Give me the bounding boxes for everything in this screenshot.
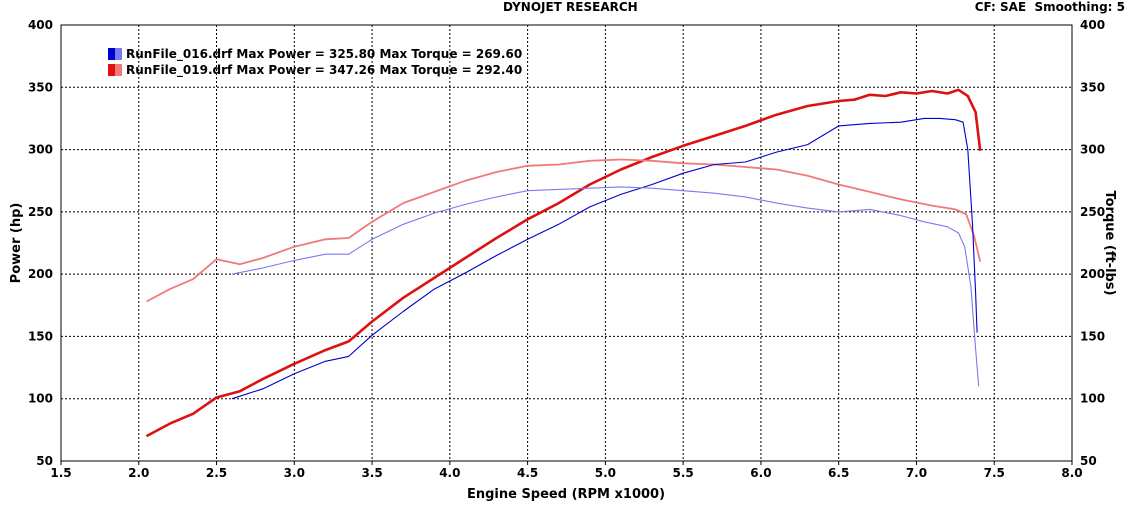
y-left-tick-label: 100 [28, 392, 53, 406]
y-left-tick-label: 350 [28, 80, 53, 94]
legend-run-name: RunFile_016.drf [126, 47, 233, 61]
y-right-tick-label: 100 [1080, 392, 1105, 406]
legend-entry-run-019: RunFile_019.drf Max Power = 347.26 Max T… [108, 63, 522, 77]
y-left-tick-label: 50 [36, 454, 53, 468]
y-right-tick-label: 250 [1080, 205, 1105, 219]
x-tick-label: 5.0 [595, 466, 616, 480]
y-right-axis-label: Torque (ft-lbs) [1102, 190, 1117, 295]
y-left-tick-label: 300 [28, 143, 53, 157]
legend-max-torque: Max Torque = 292.40 [379, 63, 523, 77]
smoothing-label: Smoothing: 5 [1034, 0, 1126, 14]
x-tick-label: 7.5 [984, 466, 1005, 480]
y-left-tick-labels: 50 100 150 200 250 300 350 400 [28, 18, 53, 468]
y-right-tick-label: 200 [1080, 267, 1105, 281]
legend-swatch-run-016 [108, 48, 122, 60]
y-left-tick-label: 200 [28, 267, 53, 281]
y-right-tick-label: 400 [1080, 18, 1105, 32]
x-tick-labels: 1.5 2.0 2.5 3.0 3.5 4.0 4.5 5.0 5.5 6.0 6.5 7.0 7.5 8… [50, 461, 1083, 480]
series-line-runfile-016-drftorque [231, 186, 980, 387]
cf-label: CF: SAE [974, 0, 1027, 14]
legend-run-name: RunFile_019.drf [126, 63, 233, 77]
y-left-tick-label: 250 [28, 205, 53, 219]
plot-area [60, 24, 1073, 462]
chart-title: DYNOJET RESEARCH [503, 0, 638, 14]
x-tick-label: 1.5 [50, 466, 71, 480]
y-left-tick-label: 400 [28, 18, 53, 32]
legend-max-torque: Max Torque = 269.60 [379, 47, 523, 61]
x-tick-label: 7.0 [906, 466, 927, 480]
y-right-tick-label: 50 [1080, 454, 1097, 468]
x-axis-label: Engine Speed (RPM x1000) [467, 487, 665, 502]
legend-entry-run-016: RunFile_016.drf Max Power = 325.80 Max T… [108, 47, 522, 61]
grid [61, 25, 1072, 461]
y-left-axis-label: Power (hp) [9, 203, 24, 284]
x-tick-label: 2.0 [128, 466, 149, 480]
x-tick-label: 6.0 [750, 466, 771, 480]
y-right-tick-label: 350 [1080, 80, 1105, 94]
x-tick-label: 2.5 [206, 466, 227, 480]
y-right-tick-label: 300 [1080, 143, 1105, 157]
legend-max-power: Max Power = 325.80 [236, 47, 376, 61]
x-tick-label: 5.5 [673, 466, 694, 480]
y-left-tick-label: 150 [28, 329, 53, 343]
series-line-runfile-019-drfpower [145, 88, 982, 438]
x-tick-label: 8.0 [1061, 466, 1082, 480]
y-right-tick-label: 150 [1080, 329, 1105, 343]
series-line-runfile-019-drftorque [146, 158, 982, 303]
legend-swatch-run-019 [108, 64, 122, 76]
series-lines [145, 88, 982, 438]
x-tick-label: 4.0 [439, 466, 460, 480]
x-tick-label: 3.5 [361, 466, 382, 480]
header-settings: CF: SAE Smoothing: 5 [975, 0, 1125, 14]
x-tick-label: 4.5 [517, 466, 538, 480]
x-tick-label: 3.0 [284, 466, 305, 480]
x-tick-label: 6.5 [828, 466, 849, 480]
y-right-tick-labels: 50 100 150 200 250 300 350 400 [1080, 18, 1105, 468]
series-line-runfile-016-drfpower [231, 117, 978, 400]
legend-max-power: Max Power = 347.26 [236, 63, 376, 77]
